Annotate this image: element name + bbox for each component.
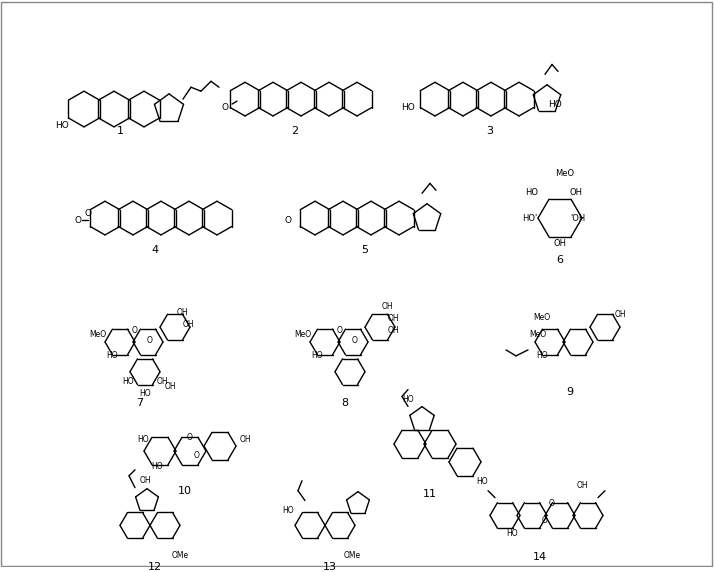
Text: 1: 1 bbox=[116, 126, 124, 136]
Text: HO: HO bbox=[137, 435, 149, 444]
Text: HO: HO bbox=[55, 121, 69, 130]
Text: 8: 8 bbox=[341, 399, 348, 408]
Text: HO: HO bbox=[311, 351, 323, 360]
Text: O: O bbox=[284, 216, 291, 225]
Text: OMe: OMe bbox=[343, 551, 361, 559]
Text: OH: OH bbox=[614, 309, 625, 319]
Text: HO': HO' bbox=[523, 213, 538, 223]
Text: 7: 7 bbox=[136, 399, 144, 408]
Text: HO: HO bbox=[106, 351, 118, 360]
Text: HO: HO bbox=[151, 462, 163, 471]
Text: 12: 12 bbox=[148, 562, 162, 572]
Text: 'OH: 'OH bbox=[570, 213, 585, 223]
Text: O: O bbox=[84, 209, 91, 217]
Text: OH: OH bbox=[176, 308, 188, 317]
Text: 13: 13 bbox=[323, 562, 337, 572]
Text: MeO: MeO bbox=[533, 313, 550, 321]
Text: MeO: MeO bbox=[530, 329, 546, 339]
Text: MeO: MeO bbox=[555, 169, 575, 178]
Text: HO: HO bbox=[506, 529, 518, 538]
Text: OMe: OMe bbox=[171, 551, 188, 559]
Text: OH: OH bbox=[387, 325, 399, 335]
Text: OH: OH bbox=[139, 476, 151, 485]
Text: 2: 2 bbox=[291, 126, 298, 136]
Text: OH: OH bbox=[576, 481, 588, 490]
Text: HO: HO bbox=[139, 389, 151, 398]
Text: OH: OH bbox=[156, 377, 168, 386]
Text: 9: 9 bbox=[566, 387, 573, 396]
Text: O: O bbox=[221, 102, 228, 112]
Text: OH: OH bbox=[239, 435, 251, 444]
Text: 5: 5 bbox=[361, 245, 368, 255]
Text: O: O bbox=[194, 451, 200, 460]
Text: MeO: MeO bbox=[294, 329, 311, 339]
Text: OH: OH bbox=[553, 239, 566, 248]
Text: HO: HO bbox=[401, 102, 415, 112]
Text: 3: 3 bbox=[486, 126, 493, 136]
Text: O: O bbox=[337, 325, 343, 335]
Text: 10: 10 bbox=[178, 486, 192, 496]
Text: MeO: MeO bbox=[89, 329, 106, 339]
Text: O: O bbox=[549, 499, 555, 508]
Text: O: O bbox=[74, 216, 81, 225]
Text: 4: 4 bbox=[151, 245, 159, 255]
Text: O: O bbox=[542, 516, 548, 525]
Text: HO: HO bbox=[476, 477, 488, 486]
Text: OH: OH bbox=[381, 302, 393, 311]
Text: O: O bbox=[132, 325, 138, 335]
Text: HO: HO bbox=[536, 351, 548, 360]
Text: OH: OH bbox=[164, 382, 176, 391]
Text: OH: OH bbox=[570, 188, 583, 197]
Text: HO: HO bbox=[122, 377, 134, 386]
Text: O: O bbox=[147, 336, 153, 344]
Text: HO: HO bbox=[282, 506, 294, 515]
Text: O: O bbox=[187, 432, 193, 442]
Text: HO: HO bbox=[548, 100, 562, 109]
Text: 11: 11 bbox=[423, 488, 437, 499]
Text: HO: HO bbox=[526, 188, 538, 197]
Text: OH: OH bbox=[387, 313, 399, 323]
Text: 14: 14 bbox=[533, 552, 547, 562]
Text: OH: OH bbox=[182, 320, 193, 329]
Text: O: O bbox=[352, 336, 358, 344]
Text: HO: HO bbox=[402, 395, 414, 404]
Text: 6: 6 bbox=[556, 255, 563, 265]
